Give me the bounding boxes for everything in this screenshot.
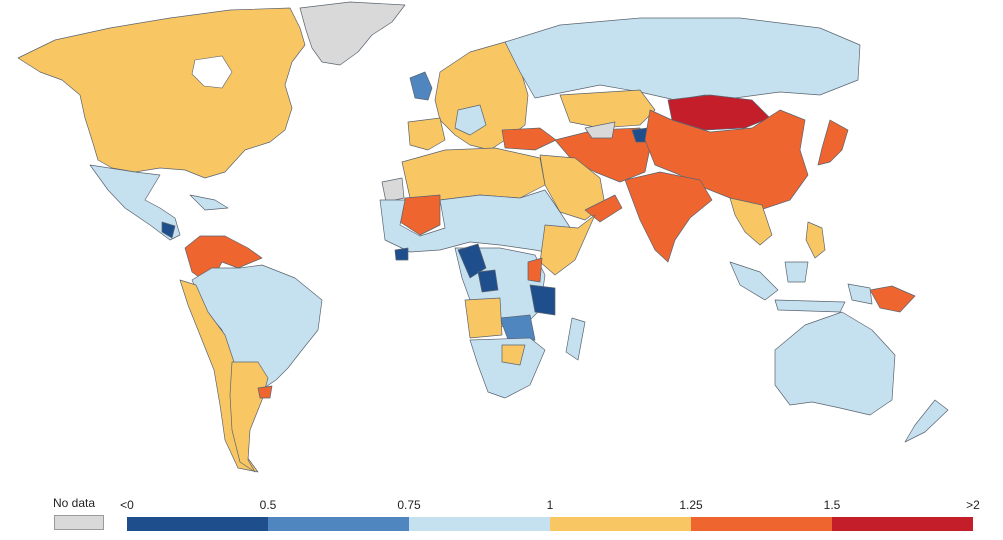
region-new-zealand xyxy=(904,399,949,443)
region-indonesia-2 xyxy=(784,261,809,283)
region-west-africa-nodata xyxy=(381,177,405,203)
region-central-asia-nodata xyxy=(584,121,616,139)
region-drc-east xyxy=(477,269,499,293)
region-southeast-asia xyxy=(729,197,773,246)
region-papua-new-guinea xyxy=(869,285,916,313)
legend-tick-6: >2 xyxy=(966,498,980,512)
region-greenland xyxy=(299,1,406,66)
region-japan xyxy=(817,119,849,166)
region-new-guinea-west xyxy=(847,283,873,305)
region-kenya xyxy=(527,257,543,283)
region-caribbean xyxy=(189,194,229,211)
region-kazakhstan xyxy=(559,89,656,129)
region-turkey xyxy=(501,127,557,151)
region-hudson-bay xyxy=(191,55,233,89)
region-madagascar xyxy=(565,317,586,361)
legend-tick-1: 0.5 xyxy=(259,498,277,512)
legend-bin-1 xyxy=(268,517,409,531)
legend-tick-3: 1 xyxy=(546,498,554,512)
region-tanzania xyxy=(529,284,556,316)
legend-bin-3 xyxy=(550,517,691,531)
region-angola xyxy=(464,297,503,339)
region-china xyxy=(644,109,809,211)
region-central-america-dark xyxy=(161,221,176,239)
region-indonesia-3 xyxy=(774,299,846,313)
region-philippines xyxy=(805,221,826,259)
region-uk xyxy=(409,71,433,101)
region-peru-chile xyxy=(179,279,259,473)
region-indonesia-1 xyxy=(729,261,779,301)
land-masses xyxy=(17,1,949,473)
region-russia xyxy=(504,17,861,101)
legend-bin-0 xyxy=(127,517,268,531)
region-north-america xyxy=(17,7,306,179)
region-uruguay xyxy=(257,385,273,399)
region-mexico xyxy=(89,164,181,241)
legend-bin-5 xyxy=(832,517,973,531)
region-zimbabwe xyxy=(501,344,526,366)
region-india xyxy=(624,171,713,263)
legend-no-data-label: No data xyxy=(53,496,96,510)
region-iberia xyxy=(407,117,446,151)
legend-bin-2 xyxy=(409,517,550,531)
legend-no-data-swatch xyxy=(54,515,104,530)
legend-bin-4 xyxy=(691,517,832,531)
region-gabon-congo xyxy=(457,243,487,279)
region-gulf-of-guinea-dark xyxy=(394,247,409,261)
region-australia xyxy=(774,311,896,416)
region-north-africa xyxy=(401,147,546,201)
legend-tick-2: 0.75 xyxy=(397,498,421,512)
region-southern-africa xyxy=(469,337,546,399)
legend-tick-0: <0 xyxy=(120,498,134,512)
region-zambia xyxy=(499,314,536,346)
legend-tick-4: 1.25 xyxy=(679,498,703,512)
region-sahel xyxy=(379,189,576,256)
legend-tick-5: 1.5 xyxy=(823,498,841,512)
region-central-europe-blue xyxy=(454,104,487,136)
